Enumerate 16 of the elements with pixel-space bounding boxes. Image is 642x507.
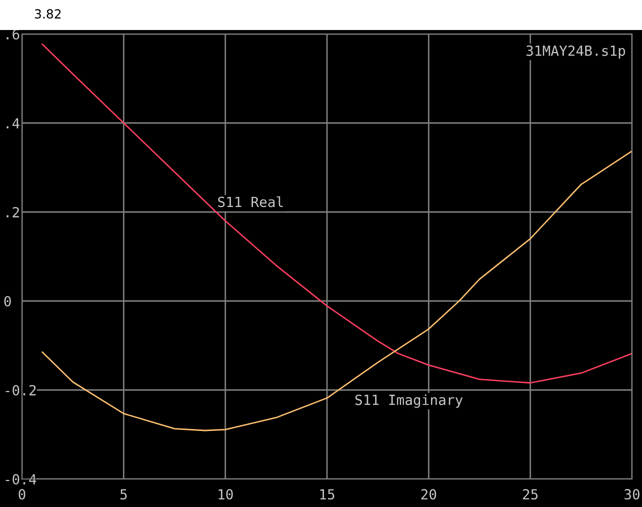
line-series	[42, 44, 632, 384]
y-tick-label: .4	[6, 118, 20, 128]
y-tick-label: -0.4	[6, 474, 36, 485]
y-tick-label: .2	[6, 207, 19, 218]
x-tick-label: 25	[523, 489, 538, 500]
x-tick-label: 20	[421, 489, 436, 500]
x-tick-label: 15	[320, 489, 334, 500]
annotation: 31MAY24B.s1p	[526, 45, 626, 59]
x-tick-label: 10	[218, 489, 233, 500]
x-tick-label: 30	[624, 489, 640, 500]
y-tick-label: 0	[4, 296, 11, 307]
x-tick-label: 5	[120, 489, 127, 500]
series-label: S11 Real	[218, 196, 283, 208]
chart-title: 3.82	[34, 9, 61, 19]
line-series	[42, 150, 632, 432]
series-label: S11 Imaginary	[355, 394, 463, 408]
